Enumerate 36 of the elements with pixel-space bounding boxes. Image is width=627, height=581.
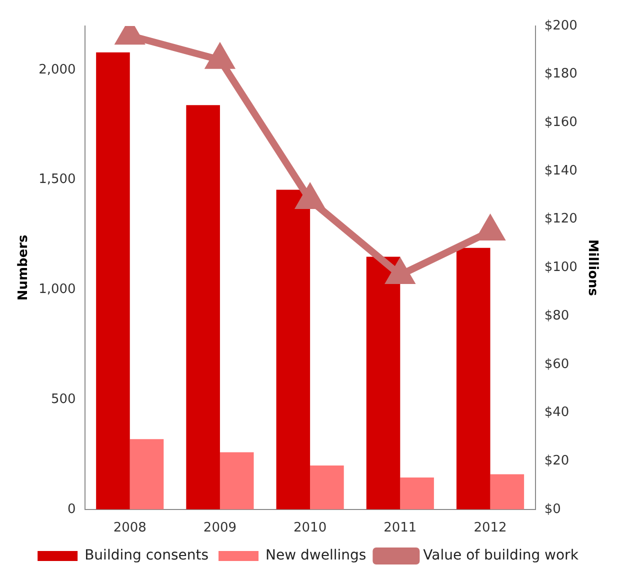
y2-tick-label: $0 (544, 502, 561, 517)
y-tick-label: 0 (68, 502, 76, 517)
bar (366, 256, 400, 510)
bar (186, 105, 220, 510)
x-tick-label: 2008 (113, 520, 146, 536)
y2-tick-label: $100 (544, 260, 578, 276)
y2-tick-label: $80 (544, 308, 570, 324)
y2-tick-label: $200 (544, 18, 578, 34)
y-axis-title: Numbers (16, 234, 32, 301)
bar (96, 52, 130, 510)
y2-axis-title: Millions (584, 239, 600, 296)
bar (456, 248, 490, 510)
x-tick-label: 2011 (384, 520, 417, 536)
bar (276, 190, 310, 510)
y2-tick-label: $40 (544, 405, 570, 420)
legend-label: New dwellings (266, 548, 366, 564)
y-tick-label: 500 (50, 392, 76, 407)
y2-tick-label: $160 (544, 115, 578, 130)
x-tick-label: 2012 (474, 520, 507, 536)
bar (490, 474, 524, 510)
legend-label: Building consents (84, 548, 209, 564)
y2-tick-label: $60 (544, 356, 570, 372)
bar (310, 465, 344, 510)
y2-tick-label: $180 (544, 66, 578, 82)
bar (220, 452, 254, 510)
bar (400, 478, 434, 510)
y2-tick-label: $120 (544, 212, 578, 227)
legend-label: Value of building work (423, 548, 580, 564)
y2-tick-label: $20 (544, 453, 570, 468)
y-tick-label: 1,500 (38, 172, 76, 188)
y2-tick-label: $140 (544, 163, 578, 178)
bar (130, 439, 164, 510)
y-tick-label: 2,000 (38, 62, 76, 78)
x-tick-label: 2010 (294, 520, 327, 536)
y-tick-label: 1,000 (38, 282, 76, 298)
x-tick-label: 2009 (203, 520, 237, 536)
